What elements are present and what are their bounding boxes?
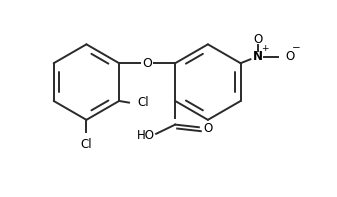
Text: −: − <box>292 43 301 53</box>
Text: HO: HO <box>137 129 155 142</box>
Text: O: O <box>253 33 263 46</box>
Text: N: N <box>253 50 263 63</box>
Text: Cl: Cl <box>137 96 149 109</box>
Text: O: O <box>204 122 213 135</box>
Text: Cl: Cl <box>81 138 92 151</box>
Text: O: O <box>142 57 152 70</box>
Text: +: + <box>262 44 269 53</box>
Text: O: O <box>285 50 294 63</box>
